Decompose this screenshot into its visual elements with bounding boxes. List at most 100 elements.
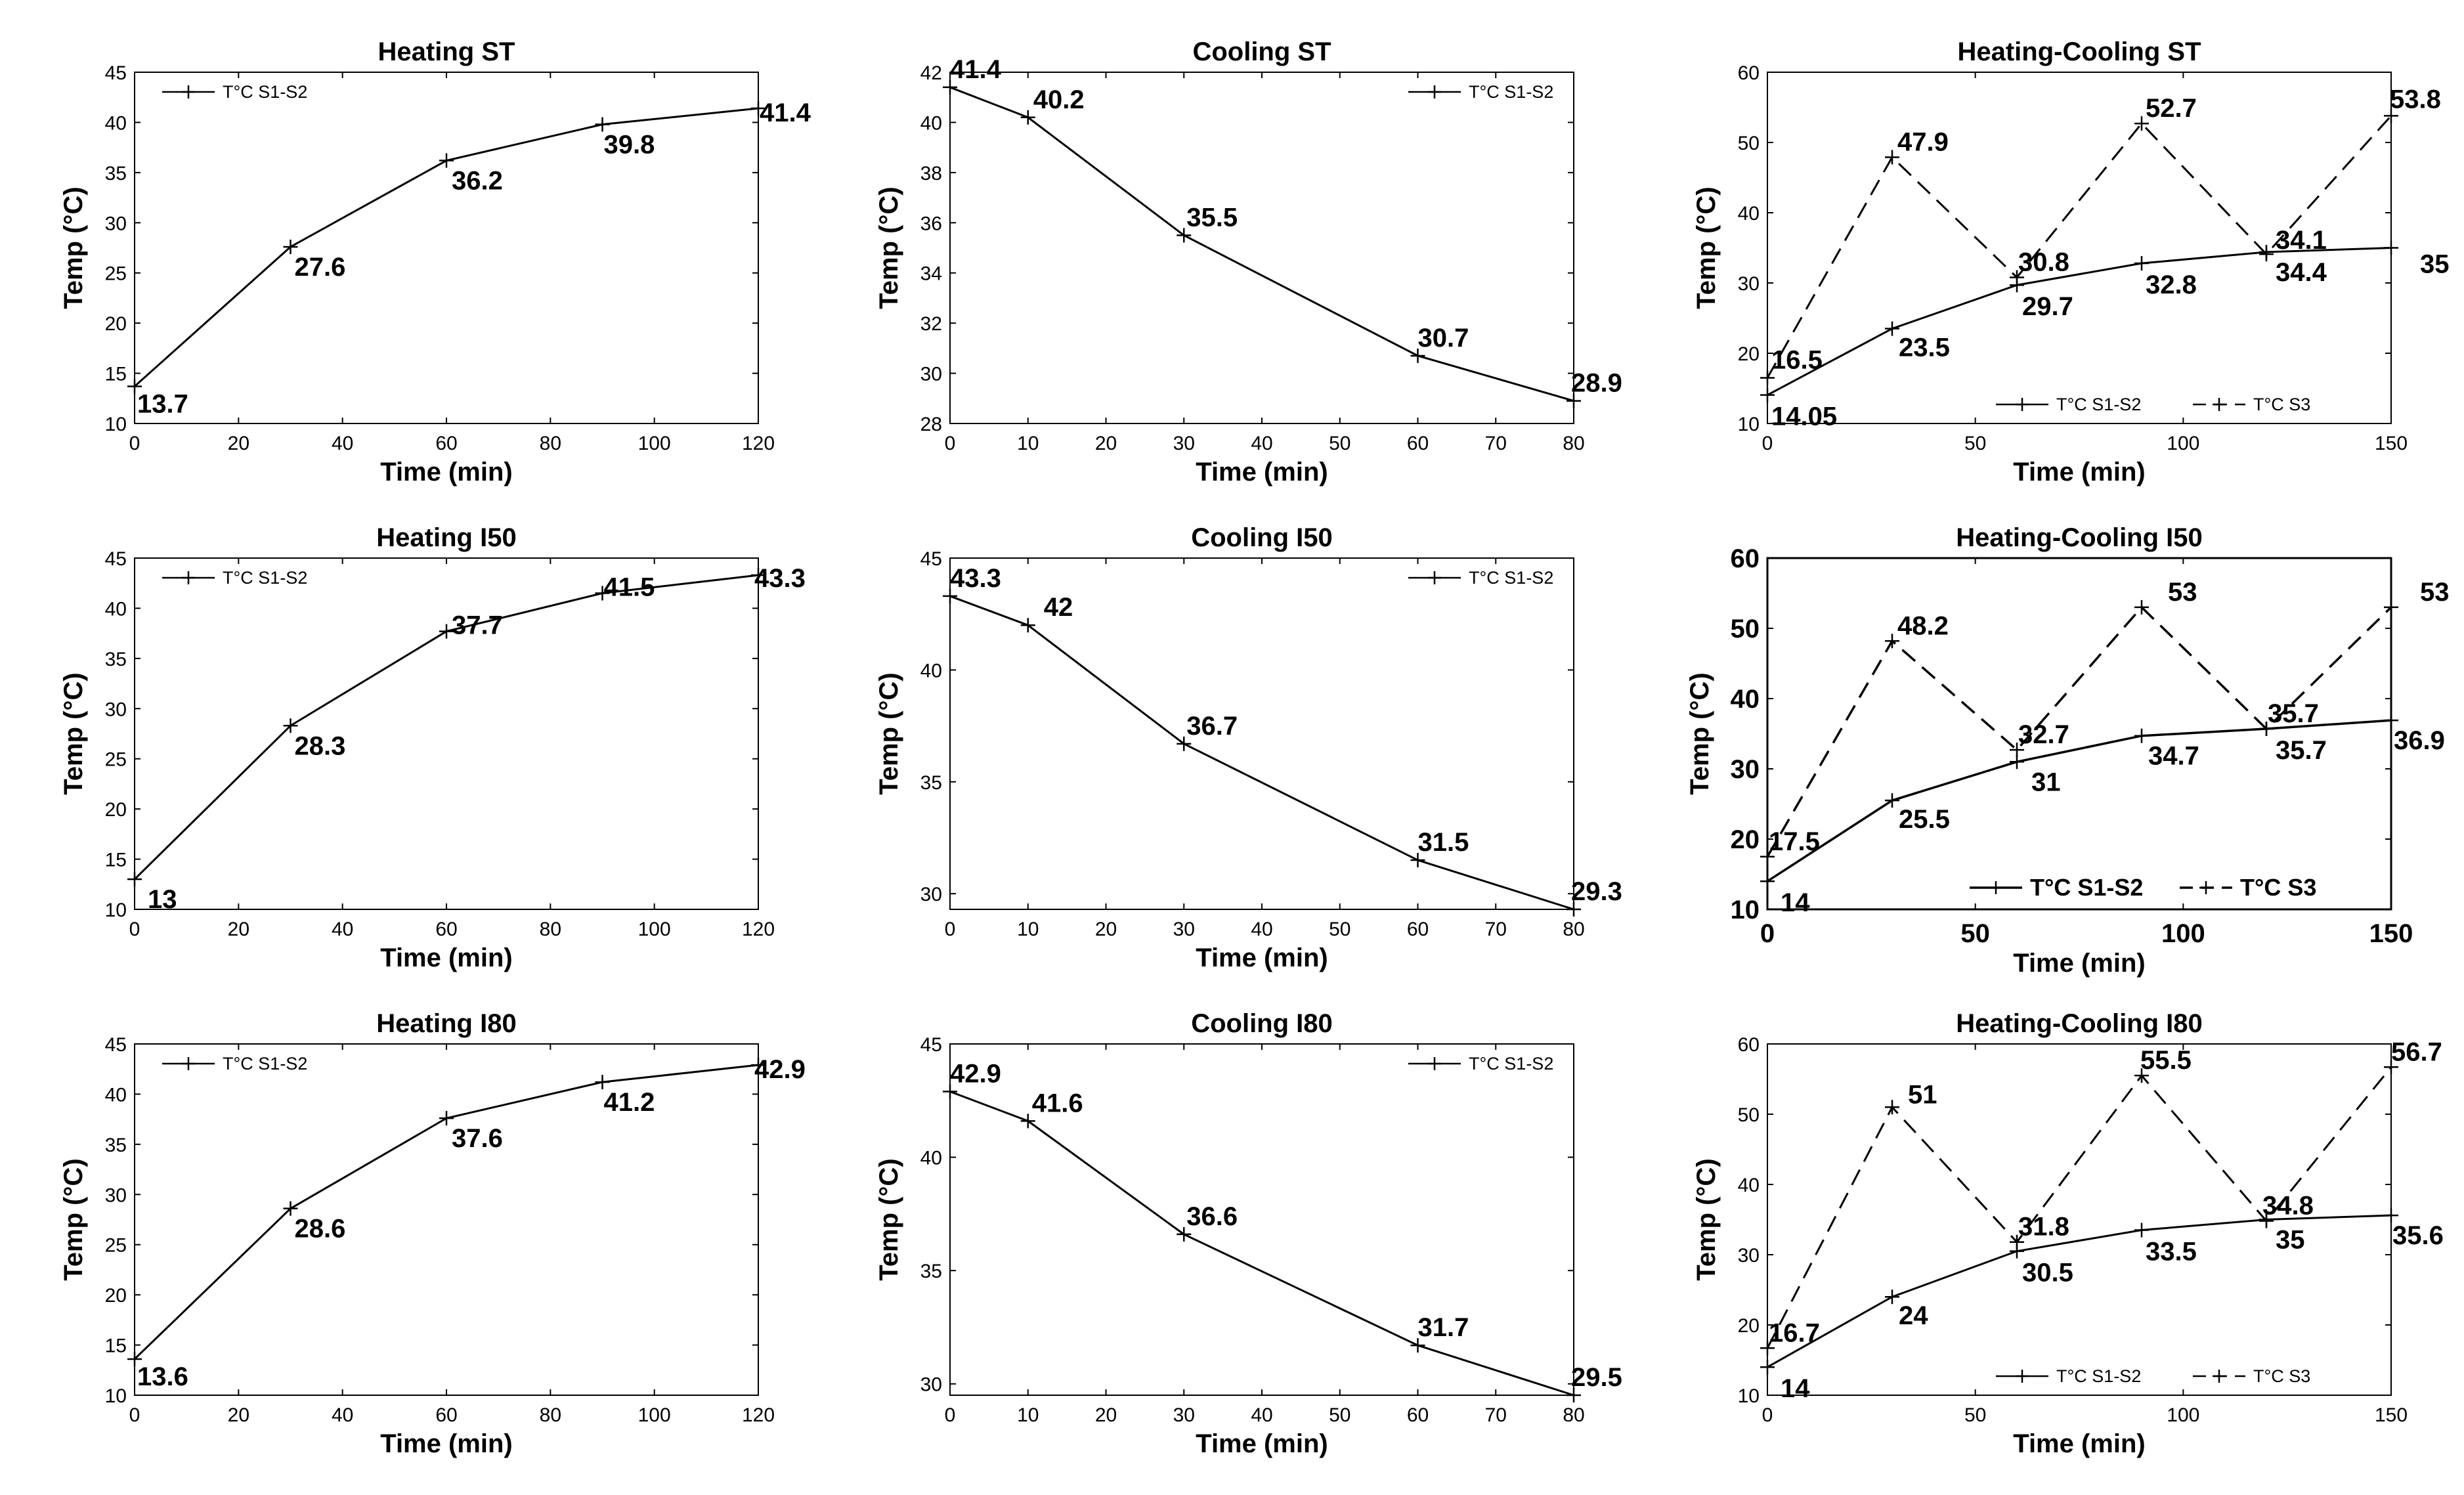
data-label: 16.7: [1769, 1318, 1820, 1347]
x-tick-label: 0: [129, 1404, 140, 1426]
data-label: 34.7: [2148, 742, 2199, 771]
y-tick-label: 40: [1738, 203, 1760, 225]
y-tick-label: 50: [1738, 133, 1760, 154]
data-label: 42.9: [950, 1059, 1001, 1088]
x-tick-label: 70: [1485, 1404, 1507, 1426]
data-point-marker: [127, 379, 142, 394]
data-label: 33.5: [2146, 1238, 2197, 1267]
data-point-marker: [2259, 722, 2274, 737]
y-tick-label: 40: [105, 1084, 127, 1106]
data-label: 30.5: [2022, 1259, 2073, 1288]
data-label: 24: [1899, 1301, 1928, 1330]
legend: T°C S1-S2 T°C S3: [1970, 874, 2316, 901]
y-tick-label: 50: [1738, 1104, 1760, 1126]
chart-heating-i80: Heating I80 0 20 40 60 80 100 120 10 15 20 25 30 35 40…: [59, 1009, 806, 1458]
x-tick-label: 10: [1017, 1404, 1039, 1426]
y-tick-label: 60: [1738, 62, 1760, 84]
chart-cooling-st: Cooling ST 0 10 20 30 40 50 60 70 80 28 30 32 34 36 38 4…: [875, 37, 1622, 487]
legend-entry: T°C S3: [2240, 874, 2316, 901]
chart-title: Cooling I50: [1191, 523, 1333, 552]
data-point-marker: [1020, 1114, 1035, 1129]
x-tick-label: 100: [638, 1404, 671, 1426]
y-tick-label: 10: [1731, 896, 1760, 924]
y-tick-label: 10: [1738, 1385, 1760, 1407]
data-label: 13.6: [137, 1362, 188, 1391]
x-tick-label: 60: [1407, 1404, 1429, 1426]
y-tick-label: 40: [1731, 685, 1760, 714]
x-axis-title: Time (min): [1196, 943, 1328, 972]
y-axis-title: Temp (°C): [59, 672, 88, 794]
x-axis-title: Time (min): [380, 458, 513, 487]
x-axis-title: Time (min): [2013, 949, 2146, 978]
x-tick-label: 0: [945, 433, 956, 454]
y-axis-title: Temp (°C): [875, 1158, 903, 1280]
data-label: 43.3: [754, 564, 806, 593]
x-tick-label: 50: [1329, 433, 1351, 454]
legend: T°C S1-S2: [1408, 1054, 1553, 1073]
y-tick-label: 35: [105, 1135, 127, 1156]
y-tick-label: 20: [1738, 343, 1760, 365]
data-label: 41.2: [604, 1088, 655, 1117]
data-point-marker: [2384, 240, 2398, 255]
data-point-marker: [595, 586, 610, 601]
x-tick-label: 20: [1095, 1404, 1117, 1426]
data-label: 35: [2420, 250, 2450, 279]
data-label: 28.9: [1571, 369, 1622, 398]
chart-heating-i50: Heating I50 0 20 40 60 80 100 120 10 15 20 25 30 35 40…: [59, 523, 806, 972]
x-tick-label: 150: [2375, 1404, 2408, 1426]
data-point-marker: [1177, 736, 1192, 751]
data-label: 13.7: [137, 389, 188, 418]
y-tick-label: 35: [105, 163, 127, 184]
data-label: 36.9: [2394, 726, 2445, 755]
data-label: 34.1: [2276, 226, 2327, 255]
data-point-marker: [2259, 1213, 2274, 1228]
y-tick-label: 40: [920, 112, 942, 134]
plot-frame: [949, 557, 1574, 910]
data-label: 41.5: [604, 573, 655, 602]
data-point-marker: [943, 588, 957, 603]
y-axis-title: Temp (°C): [1692, 1158, 1721, 1280]
data-point-marker: [1020, 110, 1035, 125]
y-tick-label: 40: [920, 660, 942, 682]
data-label: 31.5: [1418, 828, 1469, 857]
x-tick-label: 20: [1095, 919, 1117, 940]
data-point-marker: [2384, 713, 2398, 728]
chart-title: Heating-Cooling I80: [1956, 1009, 2203, 1038]
x-tick-label: 60: [1407, 433, 1429, 454]
data-point-marker: [127, 1351, 142, 1366]
x-tick-label: 60: [435, 433, 457, 454]
data-point-marker: [2134, 1223, 2149, 1238]
y-tick-label: 10: [105, 1385, 127, 1407]
data-point-marker: [2384, 599, 2398, 615]
data-label: 29.3: [1571, 877, 1622, 906]
x-tick-label: 100: [2167, 1404, 2199, 1426]
y-tick-label: 35: [920, 1261, 942, 1282]
data-point-marker: [439, 153, 454, 168]
y-axis-title: Temp (°C): [59, 1158, 88, 1280]
x-tick-label: 50: [1960, 919, 1990, 948]
data-point-marker: [2384, 1208, 2398, 1223]
series-line-s3: [1766, 1066, 2392, 1349]
legend: T°C S1-S2 T°C S3: [1996, 1366, 2310, 1386]
x-tick-label: 120: [742, 919, 775, 940]
data-point-marker: [2384, 108, 2398, 123]
data-point-marker: [1020, 618, 1035, 633]
x-tick-label: 80: [1563, 433, 1584, 454]
y-tick-label: 32: [920, 313, 942, 335]
legend-entry: T°C S3: [2253, 1366, 2310, 1386]
data-label: 23.5: [1899, 334, 1950, 362]
x-tick-label: 120: [742, 1404, 775, 1426]
chart-heating-cooling-st: Heating-Cooling ST 0 50 100 150 10 20 30 40 50 60 T…: [1692, 37, 2450, 487]
y-tick-label: 34: [920, 263, 942, 285]
x-tick-label: 80: [1563, 1404, 1584, 1426]
data-point-marker: [1177, 228, 1192, 243]
y-tick-label: 40: [920, 1148, 942, 1169]
data-point-marker: [2134, 728, 2149, 743]
data-point-marker: [751, 1058, 766, 1073]
y-tick-label: 25: [105, 263, 127, 285]
chart-heating-st: Heating ST 0 20 40 60 80 100 120 10 15 20 25 30 35 40 4…: [59, 37, 811, 487]
data-point-marker: [283, 1201, 298, 1216]
x-tick-label: 100: [2167, 433, 2199, 454]
data-label: 28.3: [295, 731, 346, 760]
chart-title: Heating I50: [376, 523, 516, 552]
